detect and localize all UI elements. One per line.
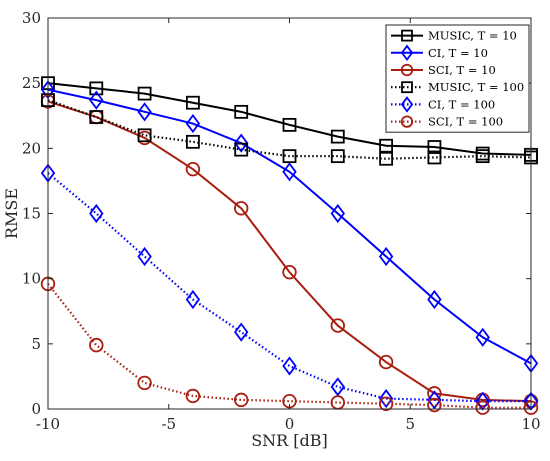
y-tick-label: 10	[22, 270, 41, 288]
series-line	[47, 100, 532, 403]
data-point	[185, 95, 200, 110]
data-point	[234, 142, 249, 157]
data-point	[89, 337, 104, 353]
legend-marker	[401, 29, 413, 42]
data-point	[427, 289, 442, 310]
data-point	[233, 392, 249, 408]
data-point	[378, 354, 394, 370]
legend-marker	[400, 96, 414, 113]
legend-label: MUSIC, T = 10	[428, 29, 517, 43]
series-2	[40, 94, 539, 409]
data-point	[475, 327, 490, 347]
data-point	[137, 375, 152, 391]
series-line	[47, 172, 531, 403]
x-tick-label: -5	[161, 415, 176, 433]
y-tick-label: 25	[22, 74, 41, 92]
x-tick-label: 0	[285, 415, 295, 433]
data-point	[378, 396, 394, 411]
x-tick-label: -10	[36, 415, 60, 433]
data-point	[185, 289, 201, 310]
data-point	[475, 400, 490, 415]
legend-marker	[400, 115, 414, 128]
data-point	[137, 128, 152, 143]
data-point	[378, 246, 394, 267]
data-point	[137, 246, 152, 267]
y-tick-label: 0	[31, 400, 41, 418]
series-1	[40, 80, 539, 373]
data-point	[282, 117, 297, 132]
x-tick-label: 10	[521, 415, 540, 433]
data-point	[233, 201, 249, 216]
y-tick-label: 5	[31, 335, 41, 353]
data-point	[330, 377, 346, 397]
data-point	[330, 203, 346, 224]
data-point	[234, 133, 249, 153]
legend-label: CI, T = 10	[428, 46, 488, 60]
data-point	[282, 149, 297, 164]
legend-label: SCI, T = 10	[428, 63, 496, 77]
series-5	[40, 276, 539, 415]
data-point	[427, 397, 442, 413]
data-point	[427, 150, 442, 165]
legend-label: CI, T = 100	[428, 97, 495, 111]
data-point	[379, 151, 394, 166]
legend-box	[385, 24, 530, 133]
data-point	[234, 322, 249, 342]
y-axis-label: RMSE	[2, 188, 21, 239]
legend-marker	[400, 44, 414, 62]
data-point	[427, 390, 442, 410]
y-tick-label: 30	[22, 9, 41, 27]
series-line	[47, 283, 531, 409]
data-point	[282, 264, 297, 280]
data-point	[89, 110, 104, 124]
data-point	[330, 318, 346, 333]
data-point	[379, 138, 394, 153]
legend-marker	[401, 81, 413, 94]
y-tick-label: 20	[22, 139, 41, 157]
data-point	[330, 129, 345, 144]
data-point	[185, 134, 200, 149]
series-line	[47, 99, 532, 160]
y-tick-label: 15	[22, 205, 41, 223]
legend: MUSIC, T = 10 CI, T = 10 SCI, T = 10 MUSIC,…	[385, 24, 530, 133]
data-point	[378, 388, 394, 409]
data-point	[282, 162, 297, 182]
data-point	[137, 102, 152, 122]
legend-label: SCI, T = 100	[428, 115, 503, 129]
series-layer	[40, 76, 539, 415]
ticks-layer: -10 -5 0 5 10 0 5 10 15 20 25 30	[22, 9, 541, 433]
data-point	[89, 90, 104, 110]
data-point	[330, 395, 346, 410]
series-line	[47, 82, 532, 156]
data-point	[330, 149, 345, 164]
x-tick-label: 5	[405, 415, 415, 433]
data-point	[282, 356, 297, 376]
series-4	[40, 163, 539, 411]
data-point	[137, 86, 152, 101]
series-line	[47, 88, 532, 365]
data-point	[89, 203, 104, 224]
data-point	[185, 113, 201, 134]
legend-marker	[400, 63, 414, 77]
data-point	[475, 149, 490, 164]
data-point	[185, 388, 201, 404]
x-axis-label: SNR [dB]	[251, 431, 328, 450]
legend-label: MUSIC, T = 100	[428, 80, 524, 94]
data-point	[89, 81, 104, 96]
data-point	[185, 161, 201, 177]
data-point	[234, 104, 249, 119]
data-point	[427, 140, 442, 154]
